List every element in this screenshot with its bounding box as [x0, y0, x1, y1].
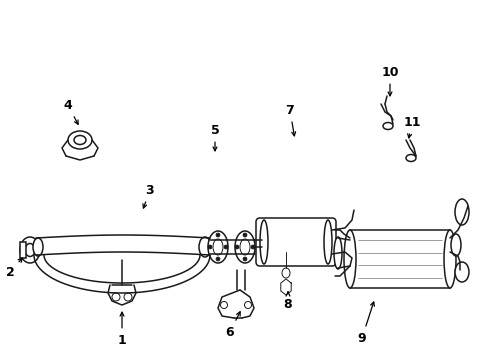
Text: 11: 11: [403, 116, 421, 138]
Text: 4: 4: [64, 99, 78, 124]
Text: 7: 7: [286, 104, 295, 136]
Text: 1: 1: [118, 312, 126, 346]
Ellipse shape: [235, 231, 255, 263]
Ellipse shape: [33, 238, 43, 256]
Text: 9: 9: [358, 302, 374, 345]
Ellipse shape: [455, 199, 469, 225]
Ellipse shape: [208, 231, 228, 263]
Ellipse shape: [74, 135, 86, 144]
FancyBboxPatch shape: [350, 230, 450, 288]
Circle shape: [216, 233, 220, 237]
Text: 5: 5: [211, 123, 220, 151]
Ellipse shape: [406, 154, 416, 162]
FancyBboxPatch shape: [256, 218, 336, 266]
Circle shape: [216, 257, 220, 261]
Ellipse shape: [68, 131, 92, 149]
Ellipse shape: [334, 237, 342, 269]
Circle shape: [235, 245, 239, 249]
Ellipse shape: [344, 230, 356, 288]
Circle shape: [243, 257, 247, 261]
Text: 10: 10: [381, 66, 399, 96]
FancyBboxPatch shape: [20, 242, 26, 258]
Ellipse shape: [282, 268, 290, 278]
Text: 3: 3: [143, 184, 154, 208]
Circle shape: [224, 245, 228, 249]
Ellipse shape: [260, 220, 268, 264]
Ellipse shape: [455, 262, 469, 282]
Ellipse shape: [444, 230, 456, 288]
Ellipse shape: [199, 237, 211, 257]
Ellipse shape: [324, 220, 332, 264]
Circle shape: [208, 245, 212, 249]
Circle shape: [251, 245, 255, 249]
Text: 8: 8: [284, 292, 293, 311]
Circle shape: [243, 233, 247, 237]
Text: 6: 6: [226, 312, 240, 338]
Ellipse shape: [451, 234, 461, 256]
Ellipse shape: [383, 122, 393, 130]
Text: 2: 2: [5, 258, 22, 279]
